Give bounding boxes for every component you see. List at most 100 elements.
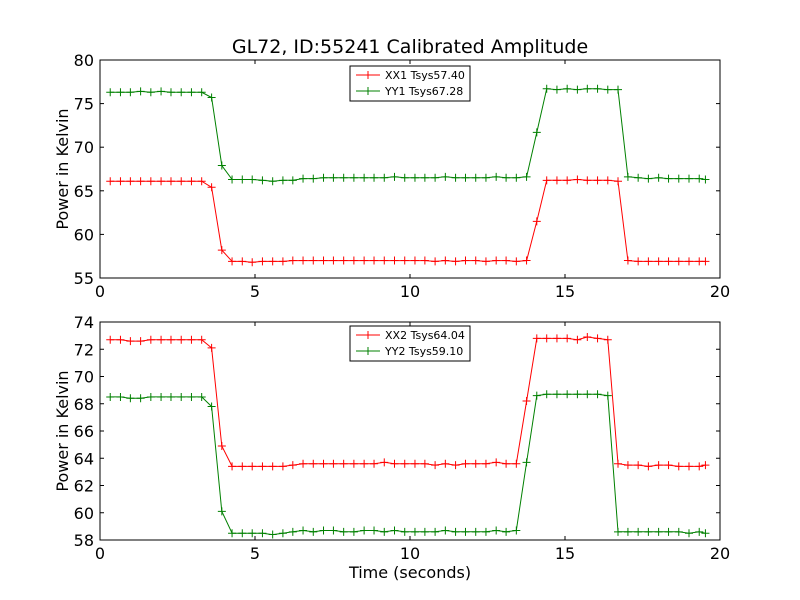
data-point-marker [278, 462, 287, 471]
data-point-marker [583, 84, 592, 93]
data-point-marker [126, 337, 135, 346]
series-line [110, 393, 706, 536]
y-tick-label: 55 [74, 269, 94, 288]
data-point-marker [197, 392, 206, 401]
data-point-marker [522, 458, 531, 467]
data-point-marker [360, 459, 369, 468]
data-point-marker [532, 128, 541, 137]
data-point-marker [288, 256, 297, 265]
data-point-marker [542, 390, 551, 399]
data-point-marker [431, 461, 440, 470]
y-tick-label: 75 [74, 95, 94, 114]
data-point-marker [410, 459, 419, 468]
data-point-marker [126, 394, 135, 403]
legend-label: XX1 Tsys57.40 [385, 69, 465, 82]
data-point-marker [685, 462, 693, 471]
data-point-marker [451, 257, 460, 266]
data-point-marker [319, 459, 328, 468]
data-point-marker [461, 459, 470, 468]
data-point-marker [512, 459, 521, 468]
data-point-marker [461, 173, 470, 182]
data-point-marker [288, 461, 297, 470]
data-point-marker [370, 526, 379, 535]
data-point-marker [431, 173, 440, 182]
data-point-marker [126, 177, 135, 186]
data-point-marker [278, 176, 287, 185]
x-tick-label: 0 [95, 282, 105, 301]
data-point-marker [309, 527, 318, 536]
data-point-marker [410, 527, 419, 536]
data-point-marker [349, 173, 358, 182]
data-point-marker [207, 93, 216, 102]
data-point-marker [522, 172, 531, 181]
data-point-marker [441, 172, 450, 181]
data-point-marker [370, 256, 379, 265]
data-point-marker [339, 173, 348, 182]
data-point-marker [552, 85, 561, 94]
data-point-marker [532, 334, 541, 343]
data-point-marker [166, 88, 175, 97]
data-point-marker [390, 256, 399, 265]
data-point-marker [461, 527, 470, 536]
data-point-marker [542, 84, 551, 93]
data-point-marker [299, 459, 308, 468]
data-point-marker [420, 527, 429, 536]
data-point-marker [701, 461, 710, 470]
data-point-marker [593, 84, 602, 93]
data-point-marker [268, 530, 277, 539]
data-point-marker [299, 174, 308, 183]
data-point-marker [187, 335, 196, 344]
data-point-marker [157, 392, 166, 401]
data-point-marker [177, 177, 186, 186]
data-point-marker [339, 459, 348, 468]
data-point-marker [674, 174, 683, 183]
data-point-marker [542, 334, 551, 343]
data-point-marker [623, 256, 632, 265]
data-point-marker [360, 526, 369, 535]
data-point-marker [644, 527, 653, 536]
data-point-marker [701, 175, 710, 184]
data-point-marker [329, 256, 338, 265]
data-point-marker [644, 462, 653, 471]
data-point-marker [512, 257, 521, 266]
data-point-marker [623, 172, 632, 181]
x-axis-label: Time (seconds) [348, 563, 471, 582]
data-point-marker [217, 507, 226, 516]
y-tick-label: 72 [74, 340, 94, 359]
data-point-marker [522, 397, 531, 406]
data-point-marker [187, 88, 196, 97]
data-point-marker [390, 459, 399, 468]
y-tick-label: 70 [74, 368, 94, 387]
data-point-marker [512, 173, 521, 182]
data-point-marker [380, 256, 389, 265]
data-point-marker [207, 402, 216, 411]
data-point-marker [563, 176, 572, 185]
data-point-marker [228, 529, 237, 538]
data-point-marker [288, 176, 297, 185]
data-point-marker [573, 85, 582, 94]
data-point-marker [634, 257, 643, 266]
data-point-marker [644, 174, 653, 183]
data-point-marker [664, 461, 673, 470]
data-point-marker [390, 526, 399, 535]
data-point-marker [106, 392, 115, 401]
data-point-marker [492, 256, 501, 265]
data-point-marker [106, 177, 115, 186]
data-point-marker [349, 527, 358, 536]
y-tick-label: 64 [74, 449, 94, 468]
data-point-marker [268, 462, 277, 471]
x-tick-label: 20 [710, 544, 730, 563]
data-point-marker [451, 173, 460, 182]
data-point-marker [552, 334, 561, 343]
axes-top-panel: 0 5 10 15 20 55 60 65 70 75 80 Power in Kelvin XX1 T… [53, 51, 730, 301]
data-point-marker [400, 173, 409, 182]
data-point-marker [380, 527, 389, 536]
y-tick-label: 74 [74, 313, 94, 332]
data-point-marker [197, 88, 206, 97]
series-line [110, 88, 706, 182]
data-point-marker [471, 173, 480, 182]
axes-frame [99, 59, 721, 279]
data-point-marker [177, 392, 186, 401]
data-point-marker [309, 459, 318, 468]
